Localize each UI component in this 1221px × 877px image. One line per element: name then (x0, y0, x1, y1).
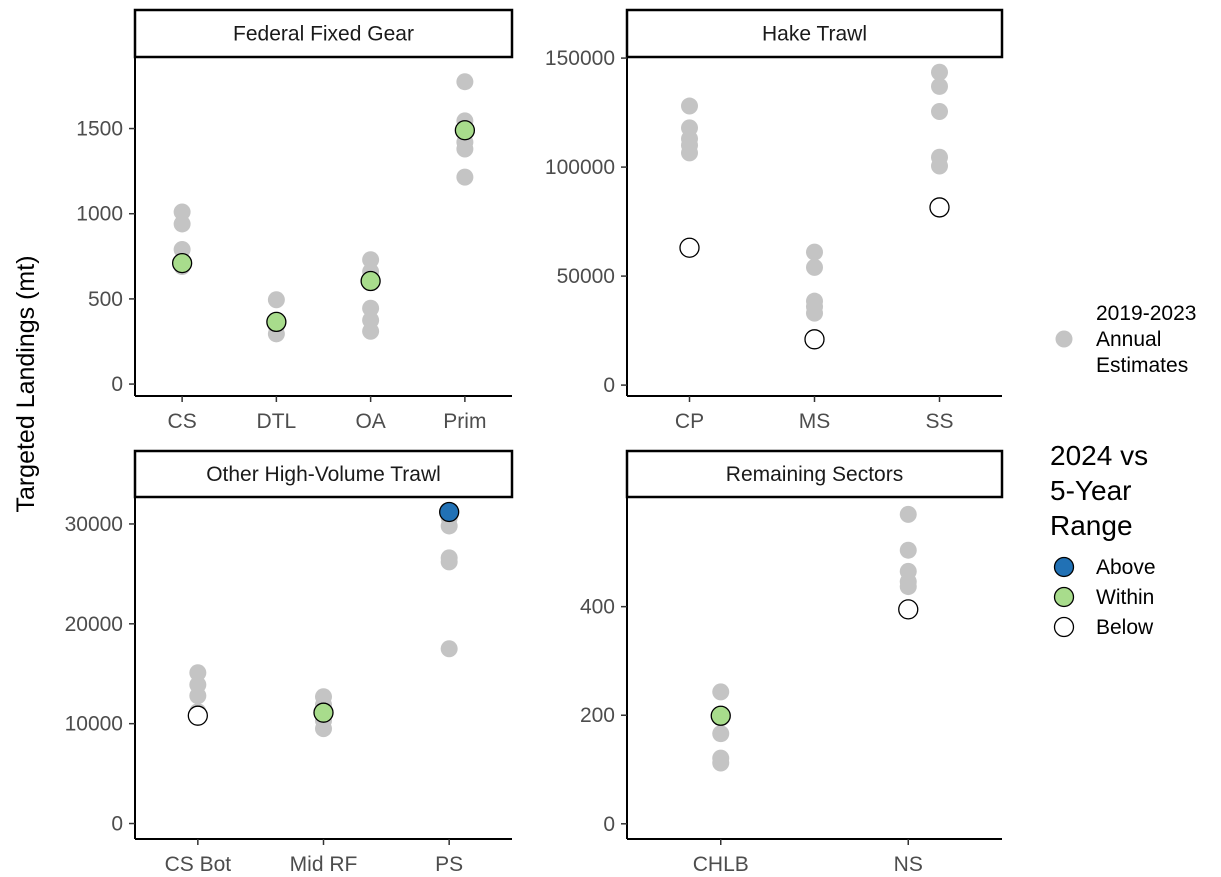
history-point (931, 63, 948, 81)
history-point (806, 292, 823, 310)
y-tick-label: 400 (580, 596, 615, 619)
history-point (806, 258, 823, 276)
x-tick-label: CS (168, 410, 197, 433)
point-2024-below (187, 705, 208, 726)
x-tick-label: DTL (257, 410, 297, 433)
history-point (931, 77, 948, 95)
history-point (712, 725, 730, 743)
y-tick-label: 0 (111, 373, 123, 396)
history-point (362, 251, 380, 269)
point-2024-within (313, 702, 334, 723)
history-point (440, 640, 458, 658)
legend-label-above: Above (1096, 556, 1156, 579)
history-point (362, 311, 380, 329)
history-point (173, 240, 191, 258)
x-tick-label: OA (355, 410, 385, 433)
x-tick-label: Mid RF (290, 853, 358, 876)
panel-remaining-sectors: Remaining Sectors 0 200 400 CHLB NS (580, 449, 1004, 876)
legend-history-label: Estimates (1096, 354, 1188, 377)
y-tick-label: 10000 (65, 713, 123, 736)
strip-box (625, 8, 1004, 59)
x-tick-label: NS (894, 853, 923, 876)
strip-box (133, 8, 514, 59)
legend-key-below (1053, 616, 1075, 638)
strip-title: Hake Trawl (762, 23, 867, 46)
x-tick-label: CS Bot (165, 853, 232, 876)
x-tick-label: Prim (443, 410, 486, 433)
history-point (173, 215, 191, 233)
panel-other-high-volume-trawl: Other High-Volume Trawl 0 10000 20000 30000 C… (65, 449, 514, 876)
history-point (681, 119, 698, 137)
history-point (267, 291, 285, 309)
y-tick-label: 200 (580, 704, 615, 727)
strip-title: Other High-Volume Trawl (206, 463, 441, 486)
point-2024-below (898, 599, 919, 620)
history-point (456, 168, 474, 186)
legend: 2019-2023 Annual Estimates 2024 vs 5-Year Ran… (1050, 302, 1196, 639)
history-point (315, 688, 332, 706)
legend-key-above (1053, 556, 1075, 578)
history-point (899, 541, 917, 559)
history-point (173, 203, 191, 221)
y-tick-label: 20000 (65, 613, 123, 636)
history-point (899, 562, 917, 580)
history-point (899, 505, 917, 523)
point-2024-within (454, 120, 476, 141)
legend-label-below: Below (1096, 616, 1154, 639)
history-point (681, 97, 698, 115)
y-tick-label: 0 (603, 813, 615, 836)
x-tick-label: CP (675, 410, 704, 433)
point-2024-within (360, 270, 381, 292)
history-point (712, 749, 730, 767)
legend-history-label: 2019-2023 (1096, 302, 1196, 325)
point-2024-below (804, 329, 825, 350)
y-tick-label: 150000 (545, 47, 615, 70)
y-tick-label: 30000 (65, 513, 123, 536)
y-tick-label: 0 (111, 813, 123, 836)
history-point (931, 148, 948, 166)
legend-title: Range (1050, 510, 1133, 541)
point-2024-below (929, 197, 950, 218)
point-2024-above (439, 501, 460, 523)
point-2024-within (710, 705, 731, 726)
legend-key-within (1053, 586, 1075, 608)
y-tick-label: 50000 (557, 265, 615, 288)
history-point (806, 243, 823, 261)
legend-title: 2024 vs (1050, 440, 1148, 471)
y-tick-label: 1500 (76, 118, 123, 141)
panel-hake-trawl: Hake Trawl 0 50000 100000 150000 CP MS SS (545, 8, 1004, 433)
strip-box (625, 449, 1004, 499)
history-point (712, 683, 730, 701)
legend-title: 5-Year (1050, 475, 1131, 506)
x-tick-label: MS (799, 410, 831, 433)
panel-federal-fixed-gear: Federal Fixed Gear 0 500 1000 1500 CS DTL OA Pri… (76, 8, 514, 433)
history-point (189, 664, 207, 682)
point-2024-within (171, 252, 193, 274)
history-point (189, 676, 207, 694)
y-tick-label: 100000 (545, 156, 615, 179)
x-tick-label: PS (435, 853, 463, 876)
legend-history-label: Annual (1096, 328, 1161, 351)
x-tick-label: CHLB (693, 853, 749, 876)
history-point (456, 73, 474, 91)
history-point (362, 299, 380, 317)
x-tick-label: SS (925, 410, 953, 433)
strip-box (133, 449, 514, 499)
point-2024-below (679, 237, 700, 258)
legend-history-key (1055, 330, 1073, 348)
y-tick-label: 1000 (76, 203, 123, 226)
y-tick-label: 0 (603, 374, 615, 397)
strip-title: Remaining Sectors (726, 463, 903, 486)
history-point (440, 549, 458, 567)
point-2024-within (266, 311, 287, 333)
y-axis-title: Targeted Landings (mt) (12, 255, 40, 512)
legend-label-within: Within (1096, 586, 1154, 609)
y-tick-label: 500 (88, 288, 123, 311)
history-point (931, 103, 948, 121)
strip-title: Federal Fixed Gear (233, 23, 414, 46)
